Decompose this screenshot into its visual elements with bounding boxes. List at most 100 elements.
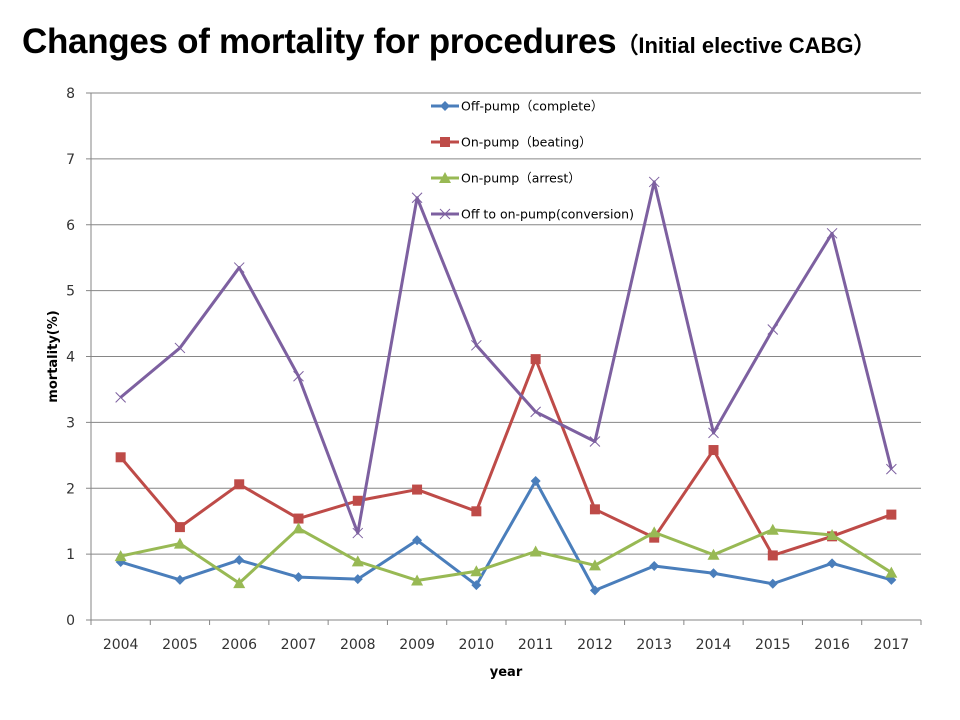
legend: Off-pump（complete） On-pump（beating） On-pum… [431, 99, 634, 222]
data-point-triangle [292, 522, 305, 534]
data-point-square [708, 445, 719, 456]
legend-label: On-pump（beating） [461, 135, 592, 150]
y-axis-title: mortality(%) [46, 310, 61, 402]
data-point-x-stroke [648, 176, 660, 188]
data-point-triangle [351, 555, 364, 567]
series-line [120, 479, 892, 592]
x-tick-label: 2007 [281, 637, 317, 653]
x-tick-label: 2014 [696, 637, 732, 653]
x-tick-label: 2004 [103, 637, 139, 653]
data-point-x-stroke [233, 262, 245, 273]
chart-subtitle: （Initial elective CABG） [616, 33, 876, 58]
data-point-triangle [766, 523, 779, 535]
data-point-diamond [293, 572, 304, 583]
y-tick-label: 3 [66, 415, 75, 431]
legend-item: On-pump（arrest） [431, 171, 581, 186]
data-point-triangle [233, 577, 246, 589]
data-point-triangle [588, 559, 601, 571]
data-point-x [589, 436, 601, 447]
y-tick-label: 5 [66, 284, 75, 300]
data-point-triangle [648, 526, 661, 538]
y-tick-label: 6 [66, 218, 75, 234]
x-tick-label: 2016 [814, 637, 850, 653]
y-tick-label: 2 [66, 481, 75, 497]
series-line [119, 357, 892, 557]
y-tick-label: 4 [66, 350, 75, 366]
data-point-x [767, 324, 779, 335]
data-point-square [174, 522, 185, 533]
data-point-x-stroke [826, 227, 838, 239]
y-tick-label: 0 [66, 613, 75, 629]
data-point-x-stroke [530, 406, 541, 418]
data-point-triangle [114, 550, 127, 562]
data-point-diamond [530, 476, 541, 487]
x-tick-label: 2006 [221, 637, 257, 653]
data-point-x [439, 208, 451, 220]
data-point-x-stroke [174, 342, 186, 354]
series-0 [115, 476, 897, 596]
data-point-x [411, 192, 423, 204]
data-point-x [530, 406, 541, 418]
data-point-diamond [412, 535, 423, 546]
series-3 [115, 176, 897, 539]
data-point-x [826, 227, 838, 239]
data-point-square [767, 550, 778, 561]
data-point-square [234, 479, 245, 490]
data-point-diamond [767, 578, 778, 589]
data-point-x [352, 527, 364, 539]
data-point-x [886, 463, 897, 475]
data-point-triangle [885, 566, 898, 578]
data-point-x [174, 342, 186, 354]
data-point-x [648, 176, 660, 188]
data-point-diamond [471, 580, 482, 591]
data-point-x-stroke [115, 391, 126, 403]
data-point-square [293, 513, 304, 524]
data-point-x-stroke [589, 436, 601, 447]
data-point-triangle [826, 529, 839, 541]
data-point-square [471, 506, 482, 517]
data-point-square [440, 137, 450, 147]
data-point-triangle [529, 545, 542, 557]
data-point-triangle [707, 548, 720, 560]
data-point-square [412, 484, 423, 495]
legend-label: On-pump（arrest） [461, 171, 581, 186]
x-tick-label: 2010 [459, 637, 495, 653]
data-point-x-stroke [708, 427, 719, 439]
x-tick-label: 2009 [399, 637, 435, 653]
data-point-triangle [411, 574, 424, 586]
data-point-diamond [827, 558, 838, 569]
data-point-diamond [174, 574, 185, 585]
data-point-diamond [708, 568, 719, 579]
series-1 [115, 354, 897, 561]
legend-label: Off to on-pump(conversion) [461, 207, 634, 222]
gridlines [91, 92, 921, 555]
series-group [114, 176, 898, 596]
data-point-x [293, 370, 304, 382]
data-point-square [649, 532, 660, 543]
data-point-x [115, 391, 126, 403]
series-line [119, 180, 893, 535]
data-point-x-stroke [352, 527, 364, 539]
data-point-diamond [589, 585, 600, 596]
axes [86, 92, 922, 625]
data-point-square [115, 452, 126, 463]
data-point-x-stroke [886, 463, 897, 475]
y-tick-label: 1 [66, 547, 75, 563]
x-tick-label: 2015 [755, 637, 791, 653]
chart-title: Changes of mortality for procedures（Init… [22, 22, 876, 62]
data-point-diamond [649, 560, 660, 571]
legend-label: Off-pump（complete） [461, 99, 603, 114]
series-line [120, 526, 893, 585]
y-tick-label: 7 [66, 152, 75, 168]
x-tick-label: 2005 [162, 637, 198, 653]
data-point-triangle [173, 537, 186, 549]
data-point-x-stroke [439, 208, 451, 220]
y-tick-label: 8 [66, 86, 75, 102]
x-tick-label: 2008 [340, 637, 376, 653]
data-point-x [708, 427, 719, 439]
legend-item: Off to on-pump(conversion) [431, 207, 634, 222]
tick-labels: 0 1 2 3 4 5 6 7 8 2004 2005 2006 2007 2008 2009 2010 201… [66, 86, 909, 653]
x-tick-label: 2011 [518, 637, 554, 653]
chart-title-main: Changes of mortality for procedures [22, 22, 617, 61]
